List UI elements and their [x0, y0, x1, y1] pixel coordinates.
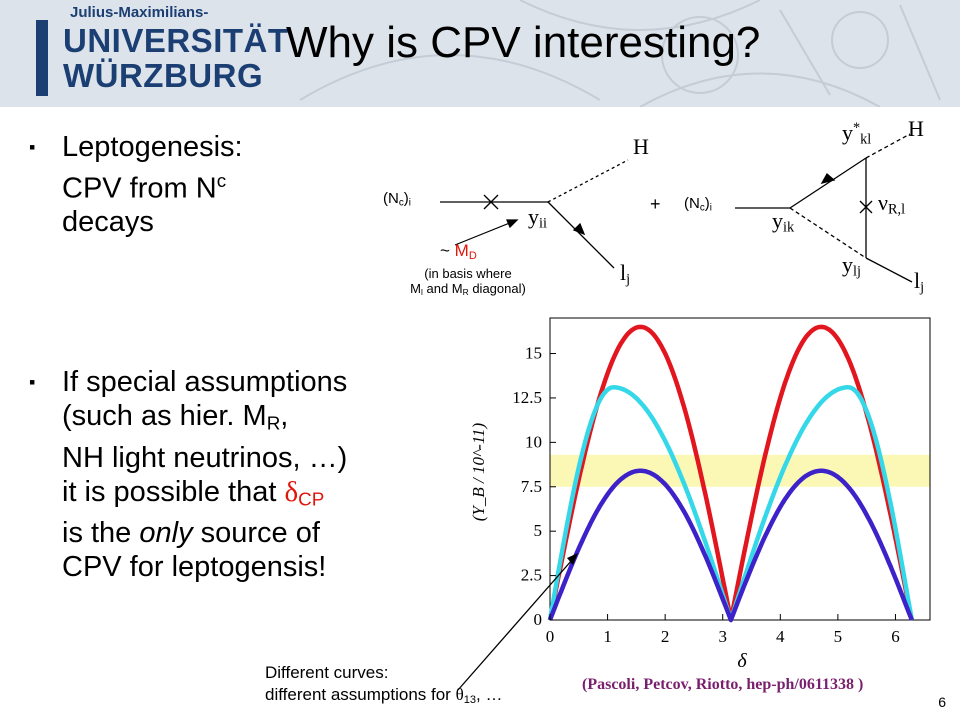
loop-higgs-line [865, 133, 911, 159]
bullet2-line6: CPV for leptogensis! [62, 551, 327, 584]
loop-lepton-line [865, 257, 913, 283]
x-tick-label: 3 [718, 627, 727, 646]
x-tick-label: 0 [546, 627, 555, 646]
yb-vs-delta-chart: 0 1 2 3 4 5 6 0 2.5 5 7.5 10 12.5 15 (Y_B / 10^-11) δ [469, 317, 931, 672]
logo-bar [36, 20, 48, 96]
highlight-band [550, 454, 930, 487]
x-tick-label: 4 [776, 627, 785, 646]
loop-cross-2 [859, 200, 873, 214]
md-label: ~ MD [440, 241, 477, 262]
loop-nc-label: (Nc)i [684, 195, 712, 214]
note-line2: different assumptions for θ13, … [265, 685, 503, 706]
bullet-leptogenesis: ▪ Leptogenesis: CPV from Nc decays [29, 130, 243, 239]
plus-sign: + [650, 194, 661, 214]
tree-higgs-line [547, 159, 629, 203]
bullet2-line1: If special assumptions [62, 366, 348, 398]
bullet2-line2: (such as hier. MR, [62, 400, 289, 434]
university-logo[interactable]: Julius-Maximilians- UNIVERSITÄT WÜRZBURG [18, 0, 288, 100]
y-tick-label: 5 [534, 521, 543, 540]
bullet2-line4: it is possible that δCP [62, 475, 325, 510]
bullet2-line3: NH light neutrinos, …) [62, 441, 348, 474]
loop-yik-label: yik [772, 208, 795, 236]
tree-nc-label: (Nc)i [383, 190, 411, 209]
bullet-special-assumptions: ▪ If special assumptions (such as hier. … [29, 365, 348, 584]
tree-yukawa-label: yii [528, 204, 547, 232]
series-line-3 [547, 468, 914, 623]
logo-line2: UNIVERSITÄT [63, 22, 289, 59]
slide-title: Why is CPV interesting? [286, 18, 761, 67]
y-tick-label: 12.5 [512, 388, 542, 407]
feynman-diagrams [440, 133, 913, 283]
loop-upper-line [789, 157, 867, 209]
series-line-2 [547, 385, 915, 623]
y-tick-label: 2.5 [521, 566, 542, 585]
y-tick-label: 10 [525, 432, 542, 451]
loop-diagram [735, 133, 913, 283]
y-tick-label: 7.5 [521, 477, 542, 496]
loop-higgs-label: H [908, 116, 924, 141]
chart-y-axis-label: (Y_B / 10^-11) [469, 422, 488, 521]
loop-lepton-label: lj [914, 268, 925, 296]
tree-diagram [440, 159, 629, 269]
md-pointer [454, 221, 513, 246]
bullet1-line2: CPV from Nc [62, 170, 227, 205]
loop-nu-label: νR,l [878, 190, 906, 218]
tree-higgs-label: H [633, 134, 649, 159]
logo-line1: Julius-Maximilians- [70, 4, 209, 21]
chart-x-axis-label: δ [737, 650, 747, 672]
basis-note: (in basis where Ml and MR diagonal) [410, 266, 526, 298]
note-line1: Different curves: [265, 663, 389, 682]
bullet1-line1: Leptogenesis: [62, 131, 243, 163]
bullet1-line3: decays [62, 206, 154, 239]
y-tick-label: 15 [525, 344, 542, 363]
tree-lepton-line [547, 201, 615, 269]
bullet-marker: ▪ [29, 137, 36, 157]
loop-lower-line [789, 207, 867, 259]
chart-frame [549, 317, 931, 621]
loop-ylj-label: ylj [842, 252, 861, 280]
md-pointer-head [506, 219, 519, 229]
tree-cross-2 [483, 194, 499, 210]
bullet2-line5: is the only source of [62, 517, 320, 550]
curves-note: Different curves: different assumptions … [265, 662, 502, 711]
x-tick-label: 5 [834, 627, 843, 646]
loop-upper-arrow [820, 172, 836, 184]
delta-symbol: δ [284, 475, 299, 508]
tree-arrow [572, 222, 586, 236]
header-background-pattern [299, 0, 941, 107]
tree-lepton-label: lj [620, 260, 631, 288]
x-tick-label: 1 [603, 627, 612, 646]
x-tick-label: 6 [891, 627, 900, 646]
header: Julius-Maximilians- UNIVERSITÄT WÜRZBURG… [0, 0, 960, 107]
x-tick-label: 2 [661, 627, 670, 646]
cp-subscript: CP [298, 488, 325, 510]
page-number: 6 [938, 694, 946, 710]
y-tick-label: 0 [534, 610, 543, 629]
citation: (Pascoli, Petcov, Riotto, hep-ph/0611338… [582, 676, 864, 693]
bullet-marker: ▪ [29, 372, 36, 392]
logo-line3: WÜRZBURG [63, 57, 264, 94]
loop-ykl-label: y*kl [842, 120, 872, 148]
